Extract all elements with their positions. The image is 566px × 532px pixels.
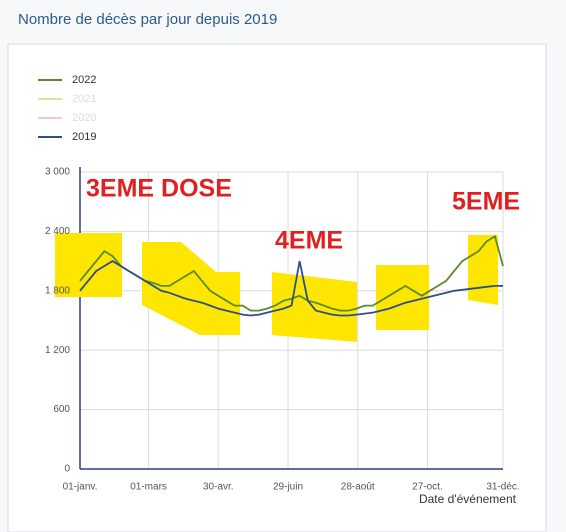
y-tick-label: 3 000	[45, 167, 70, 178]
highlight	[376, 265, 429, 330]
y-tick-label: 1 800	[45, 285, 70, 296]
annotation: 5EME	[452, 188, 520, 216]
x-tick-label: 31-déc.	[486, 482, 519, 493]
series-line	[79, 234, 504, 312]
x-tick-label: 01-mars	[130, 482, 167, 493]
legend-label: 2019	[72, 131, 96, 143]
legend-label: 2022	[72, 74, 96, 86]
x-axis-label: Date d'événement	[419, 492, 517, 506]
x-tick-label: 30-avr.	[203, 482, 234, 493]
y-tick-label: 1 200	[45, 345, 70, 356]
y-tick-label: 600	[53, 404, 70, 415]
highlight	[55, 233, 122, 297]
legend-label: 2020	[72, 112, 96, 124]
chart-title: Nombre de décès par jour depuis 2019	[18, 11, 277, 28]
x-tick-label: 01-janv.	[63, 482, 98, 493]
x-tick-label: 27-oct.	[412, 482, 443, 493]
y-tick-label: 0	[64, 464, 70, 475]
annotation: 4EME	[275, 227, 343, 255]
highlight	[142, 242, 240, 335]
series-line	[79, 260, 503, 317]
x-tick-label: 29-juin	[273, 482, 303, 493]
y-tick-label: 2 400	[45, 226, 70, 237]
legend-label: 2021	[72, 93, 96, 105]
x-tick-label: 28-août	[341, 482, 375, 493]
highlight	[272, 272, 357, 342]
annotation: 3EME DOSE	[86, 175, 232, 203]
